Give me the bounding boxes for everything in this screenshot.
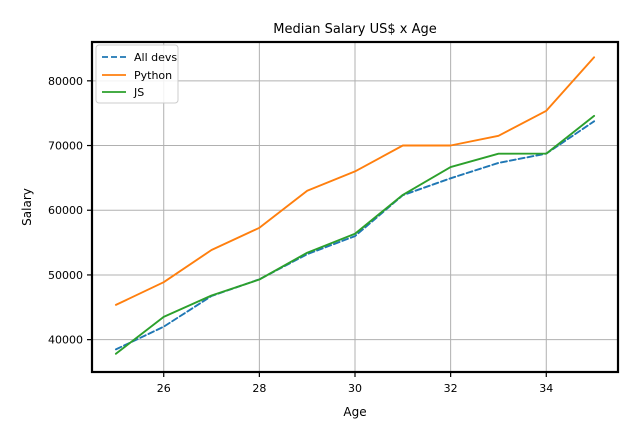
y-tick-label: 50000 [48, 269, 83, 282]
x-tick-label: 34 [539, 382, 553, 395]
y-tick-label: 60000 [48, 204, 83, 217]
y-tick-label: 70000 [48, 140, 83, 153]
y-tick-label: 80000 [48, 75, 83, 88]
series-line-js [114, 114, 596, 355]
x-tick-label: 28 [252, 382, 266, 395]
series-lines [114, 56, 596, 355]
y-axis-label: Salary [20, 188, 34, 226]
legend-label-js: JS [133, 86, 144, 99]
series-line-all-devs [114, 120, 596, 351]
legend: All devs Python JS [95, 44, 179, 104]
x-tick-label: 26 [157, 382, 171, 395]
legend-label-all-devs: All devs [134, 51, 177, 64]
ticks: 26 28 30 32 34 40000 50000 60000 70000 80000 [48, 75, 553, 395]
x-tick-label: 30 [348, 382, 362, 395]
series-line-python [114, 56, 596, 306]
legend-label-python: Python [134, 69, 172, 82]
x-tick-label: 32 [444, 382, 458, 395]
legend-box [95, 44, 179, 104]
grid [92, 42, 618, 372]
x-axis-label: Age [343, 405, 366, 419]
chart-title: Median Salary US$ x Age [273, 22, 437, 37]
y-tick-label: 40000 [48, 334, 83, 347]
